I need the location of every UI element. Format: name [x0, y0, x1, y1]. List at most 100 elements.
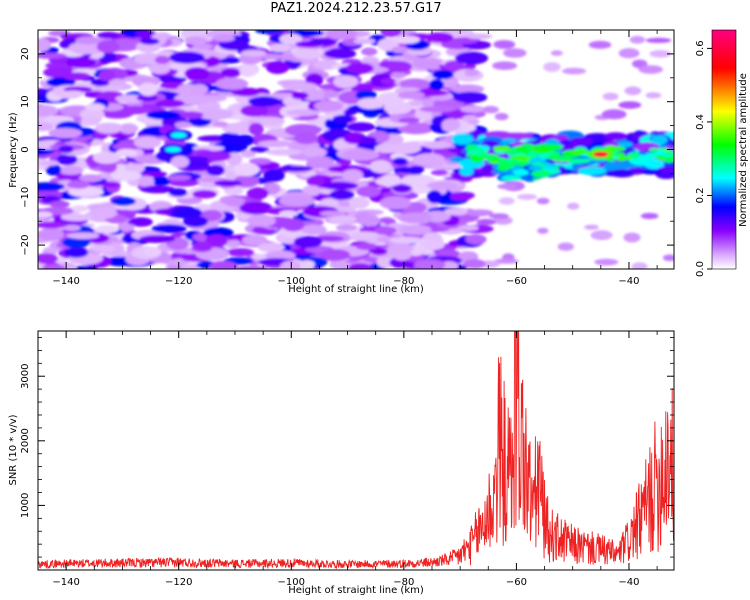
spectrogram-cell [220, 67, 241, 78]
spectrogram-cell [504, 132, 534, 140]
spectrogram-cell [353, 38, 376, 45]
spectrogram-cell [547, 154, 558, 160]
spectrogram-cell [282, 218, 305, 232]
spectrogram-cell [466, 149, 483, 155]
spectrogram-cell [443, 60, 465, 73]
spectrogram-y-tick-label: 0 [20, 146, 31, 152]
spectrogram-cell [588, 40, 612, 49]
snr-y-tick-label: 1000 [20, 493, 31, 518]
snr-x-tick-label: −100 [278, 577, 305, 588]
spectrogram-cell [476, 153, 499, 159]
spectrogram-cell [242, 234, 268, 246]
spectrogram-cell [49, 200, 70, 208]
spectrogram-cell [38, 123, 54, 132]
spectrogram-cell [649, 148, 659, 153]
spectrogram-cell [78, 174, 104, 183]
spectrogram-cell [213, 34, 235, 42]
spectrogram-cell [133, 136, 162, 149]
spectrogram-cell [299, 260, 315, 269]
spectrogram-cell [426, 181, 458, 190]
colorbar-tick-label: 0.6 [695, 40, 706, 56]
spectrogram-cell [248, 122, 264, 136]
spectrogram-cell [235, 265, 268, 269]
spectrogram-cell [466, 209, 494, 217]
spectrogram-cell [80, 116, 100, 126]
spectrogram-cell [543, 62, 561, 72]
spectrogram-y-axis-label: Frequency (Hz) [8, 112, 19, 188]
spectrogram-cell [584, 224, 599, 230]
spectrogram-cell [248, 96, 281, 107]
spectrogram-cell [168, 188, 188, 197]
spectrogram-cell [623, 232, 641, 243]
spectrogram-cell [489, 213, 509, 220]
spectrogram-cell [265, 250, 296, 261]
spectrogram-cell [638, 65, 663, 74]
spectrogram-cell [460, 105, 485, 113]
snr-y-tick-label: 2000 [20, 428, 31, 453]
spectrogram-cell [424, 140, 452, 149]
spectrogram-cell [457, 224, 479, 231]
spectrogram-cell [165, 264, 183, 269]
spectrogram-cell [361, 214, 380, 227]
spectrogram-cell [307, 38, 335, 45]
spectrogram-cell [302, 147, 327, 158]
spectrogram-cell [306, 156, 335, 169]
spectrogram-cell [38, 182, 65, 191]
spectrogram-cell [369, 160, 392, 173]
spectrogram-cell [601, 109, 627, 120]
spectrogram-cell [651, 135, 668, 145]
snr-x-tick-label: −120 [165, 577, 192, 588]
spectrogram-cell [594, 258, 619, 266]
spectrogram-cell [110, 170, 142, 181]
spectrogram-cell [294, 132, 319, 145]
spectrogram-cell [138, 82, 158, 97]
spectrogram-cell [119, 105, 153, 115]
spectrogram-cell [71, 205, 89, 212]
spectrogram-cell [291, 91, 309, 100]
spectrogram-cell [95, 122, 123, 134]
spectrogram-cell [75, 36, 102, 45]
spectrogram-cell [463, 259, 486, 269]
spectrogram-cell [537, 227, 549, 234]
spectrogram-cell [265, 148, 303, 156]
spectrogram-cell [430, 169, 448, 176]
snr-y-axis-label: SNR (10 * v/v) [8, 414, 19, 485]
spectrogram-cell [169, 51, 205, 64]
spectrogram-cell [503, 48, 527, 58]
spectrogram-cell [286, 109, 321, 117]
spectrogram-cell [455, 51, 489, 65]
spectrogram-cell [143, 246, 161, 257]
spectrogram-cell [140, 38, 160, 45]
spectrogram-cell [184, 36, 208, 45]
spectrogram-cell [377, 92, 405, 105]
spectrogram-cell [158, 75, 187, 83]
spectrogram-cell [108, 242, 124, 255]
spectrogram-cell [68, 186, 104, 198]
spectrogram-cell [511, 154, 528, 160]
spectrogram-cell [249, 157, 272, 165]
spectrogram-cell [155, 99, 185, 108]
spectrogram-cell [38, 52, 67, 59]
spectrogram-x-tick-label: −40 [618, 276, 639, 287]
spectrogram-cell [48, 127, 83, 139]
spectrogram-cell [163, 259, 189, 266]
spectrogram-cell [569, 149, 591, 155]
spectrogram-cell [397, 212, 433, 224]
spectrogram-cell [225, 248, 255, 257]
spectrogram-cell [96, 40, 120, 54]
spectrogram-cell [278, 194, 316, 207]
spectrogram-cell [38, 104, 59, 117]
spectrogram-cell [342, 149, 380, 161]
spectrogram-cell [324, 48, 357, 59]
spectrogram-cell [111, 197, 136, 206]
spectrogram-cell [170, 155, 190, 168]
spectrogram-cell [100, 181, 121, 188]
snr-x-tick-label: −80 [393, 577, 414, 588]
spectrogram-cell [151, 224, 187, 234]
spectrogram-cell [569, 137, 594, 146]
spectrogram-cell [662, 254, 674, 262]
spectrogram-cell [212, 121, 229, 128]
spectrogram-cell [68, 41, 105, 55]
spectrogram-cell [640, 212, 659, 220]
spectrogram-cell [174, 121, 192, 129]
